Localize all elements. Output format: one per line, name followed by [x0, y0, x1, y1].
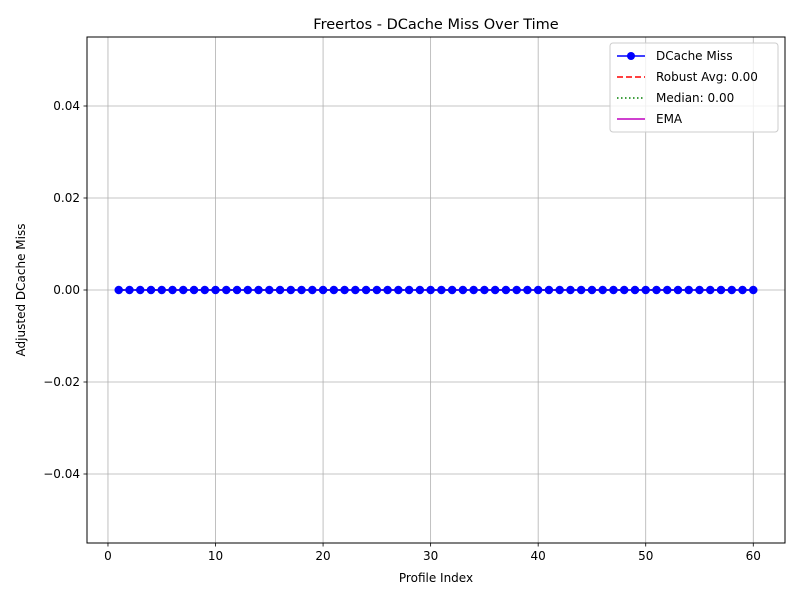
data-point: [275, 285, 285, 295]
data-point: [437, 285, 446, 295]
legend: DCache Miss Robust Avg: 0.00 Median: 0.00 E…: [609, 42, 779, 133]
data-point: [706, 285, 715, 295]
data-point: [447, 285, 457, 295]
data-point: [716, 285, 726, 295]
data-point: [372, 285, 382, 295]
x-tick-label: 0: [104, 549, 112, 563]
x-axis-ticks: 0 10 20 30 40 50 60: [104, 543, 761, 563]
data-point: [727, 285, 737, 295]
data-point: [254, 285, 263, 295]
data-point: [544, 285, 554, 295]
x-tick-label: 10: [208, 549, 223, 563]
data-point: [383, 285, 392, 295]
data-point: [351, 285, 360, 295]
data-point: [222, 285, 231, 295]
legend-marker: [627, 52, 635, 60]
data-point: [340, 285, 349, 295]
data-point: [404, 285, 414, 295]
data-point: [738, 285, 747, 295]
data-point: [652, 285, 661, 295]
data-point: [673, 285, 683, 295]
data-point: [490, 285, 500, 295]
data-point: [329, 285, 339, 295]
legend-label: EMA: [656, 112, 683, 126]
data-point: [641, 285, 650, 295]
data-point: [286, 285, 296, 295]
x-tick-label: 50: [638, 549, 653, 563]
data-point: [630, 285, 640, 295]
x-tick-label: 30: [423, 549, 438, 563]
data-point: [297, 285, 306, 295]
data-point: [146, 285, 156, 295]
x-axis-label: Profile Index: [399, 571, 473, 585]
data-point: [695, 285, 704, 295]
x-tick-label: 40: [531, 549, 546, 563]
data-point: [157, 285, 166, 295]
data-point: [394, 285, 403, 295]
data-point: [114, 285, 123, 295]
data-point: [749, 285, 758, 295]
legend-box: [609, 42, 779, 133]
data-point: [415, 285, 425, 295]
data-point: [523, 285, 532, 295]
data-point: [501, 285, 511, 295]
legend-label: DCache Miss: [656, 49, 733, 63]
y-tick-label: 0.00: [53, 283, 80, 297]
data-point: [469, 285, 478, 295]
data-point: [211, 285, 220, 295]
data-point: [576, 285, 586, 295]
legend-label: Robust Avg: 0.00: [656, 70, 758, 84]
y-axis-ticks: −0.04 −0.02 0.00 0.02 0.04: [43, 99, 87, 481]
data-point: [555, 285, 564, 295]
y-tick-label: 0.02: [53, 191, 80, 205]
y-tick-label: 0.04: [53, 99, 80, 113]
y-tick-label: −0.02: [43, 375, 80, 389]
data-point: [308, 285, 317, 295]
data-point: [168, 285, 177, 295]
data-point: [426, 285, 435, 295]
x-tick-label: 20: [315, 549, 330, 563]
data-point: [662, 285, 672, 295]
data-point: [318, 285, 328, 295]
y-tick-label: −0.04: [43, 467, 80, 481]
data-point-markers: [114, 285, 758, 295]
data-point: [243, 285, 253, 295]
x-tick-label: 60: [746, 549, 761, 563]
y-axis-label: Adjusted DCache Miss: [14, 224, 28, 357]
legend-label: Median: 0.00: [656, 91, 734, 105]
data-point: [480, 285, 489, 295]
data-point: [609, 285, 618, 295]
data-point: [361, 285, 371, 295]
data-point: [125, 285, 134, 295]
data-point: [566, 285, 575, 295]
data-point: [512, 285, 521, 295]
data-point: [232, 285, 242, 295]
data-point: [684, 285, 693, 295]
data-point: [458, 285, 468, 295]
data-point: [587, 285, 597, 295]
data-point: [533, 285, 543, 295]
chart-title: Freertos - DCache Miss Over Time: [313, 17, 558, 33]
data-point: [619, 285, 629, 295]
data-point: [265, 285, 274, 295]
data-point: [135, 285, 145, 295]
data-point: [189, 285, 199, 295]
data-point: [598, 285, 607, 295]
data-point: [179, 285, 188, 295]
data-point: [200, 285, 210, 295]
